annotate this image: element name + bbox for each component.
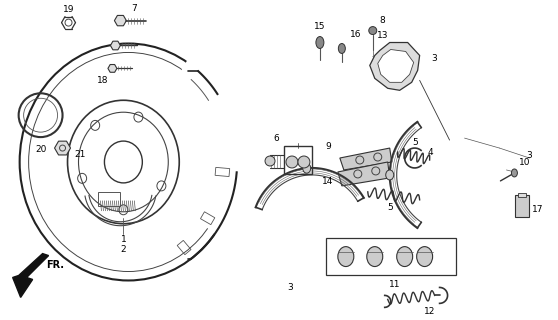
Ellipse shape (512, 169, 517, 177)
Polygon shape (338, 162, 389, 186)
Bar (177, 240, 191, 255)
Text: 3: 3 (527, 150, 532, 160)
Bar (518, 193, 526, 197)
Text: 21: 21 (75, 149, 86, 158)
Polygon shape (340, 148, 392, 170)
Bar (516, 195, 530, 217)
Bar (326, 238, 455, 276)
Text: 10: 10 (518, 158, 530, 167)
Ellipse shape (386, 170, 394, 180)
Polygon shape (13, 253, 49, 297)
Polygon shape (55, 141, 70, 155)
Text: 12: 12 (424, 307, 435, 316)
Circle shape (286, 156, 298, 168)
Polygon shape (110, 41, 121, 50)
Text: 17: 17 (532, 205, 543, 214)
Ellipse shape (369, 27, 377, 35)
Text: 7: 7 (132, 4, 137, 13)
Text: 2: 2 (121, 245, 126, 254)
Bar (98, 192, 121, 206)
Circle shape (265, 156, 275, 166)
Text: 11: 11 (389, 280, 401, 289)
Text: 9: 9 (325, 141, 331, 151)
Text: 13: 13 (377, 31, 388, 40)
Text: 8: 8 (380, 16, 386, 25)
Text: 19: 19 (63, 5, 74, 14)
Text: 3: 3 (287, 283, 293, 292)
Polygon shape (108, 65, 117, 72)
Bar (200, 212, 215, 225)
Text: 1: 1 (121, 235, 126, 244)
Circle shape (298, 156, 310, 168)
Polygon shape (370, 43, 420, 90)
Text: 16: 16 (350, 30, 362, 39)
Text: 5: 5 (412, 138, 417, 147)
Ellipse shape (417, 247, 432, 267)
Text: 4: 4 (428, 148, 434, 156)
Bar (215, 167, 230, 177)
Ellipse shape (338, 44, 345, 53)
Ellipse shape (302, 163, 311, 173)
Ellipse shape (397, 247, 413, 267)
Wedge shape (169, 59, 248, 239)
Text: 6: 6 (273, 133, 279, 143)
Ellipse shape (338, 247, 354, 267)
Text: 3: 3 (432, 54, 437, 63)
Text: 14: 14 (322, 177, 334, 187)
Polygon shape (378, 50, 413, 82)
Text: 18: 18 (97, 76, 108, 85)
Text: 20: 20 (35, 145, 46, 154)
Ellipse shape (316, 36, 324, 49)
Text: FR.: FR. (46, 260, 65, 269)
Text: 15: 15 (314, 22, 326, 31)
Polygon shape (114, 15, 126, 26)
Ellipse shape (367, 247, 383, 267)
Bar (284, 146, 312, 174)
Text: 5: 5 (387, 203, 393, 212)
